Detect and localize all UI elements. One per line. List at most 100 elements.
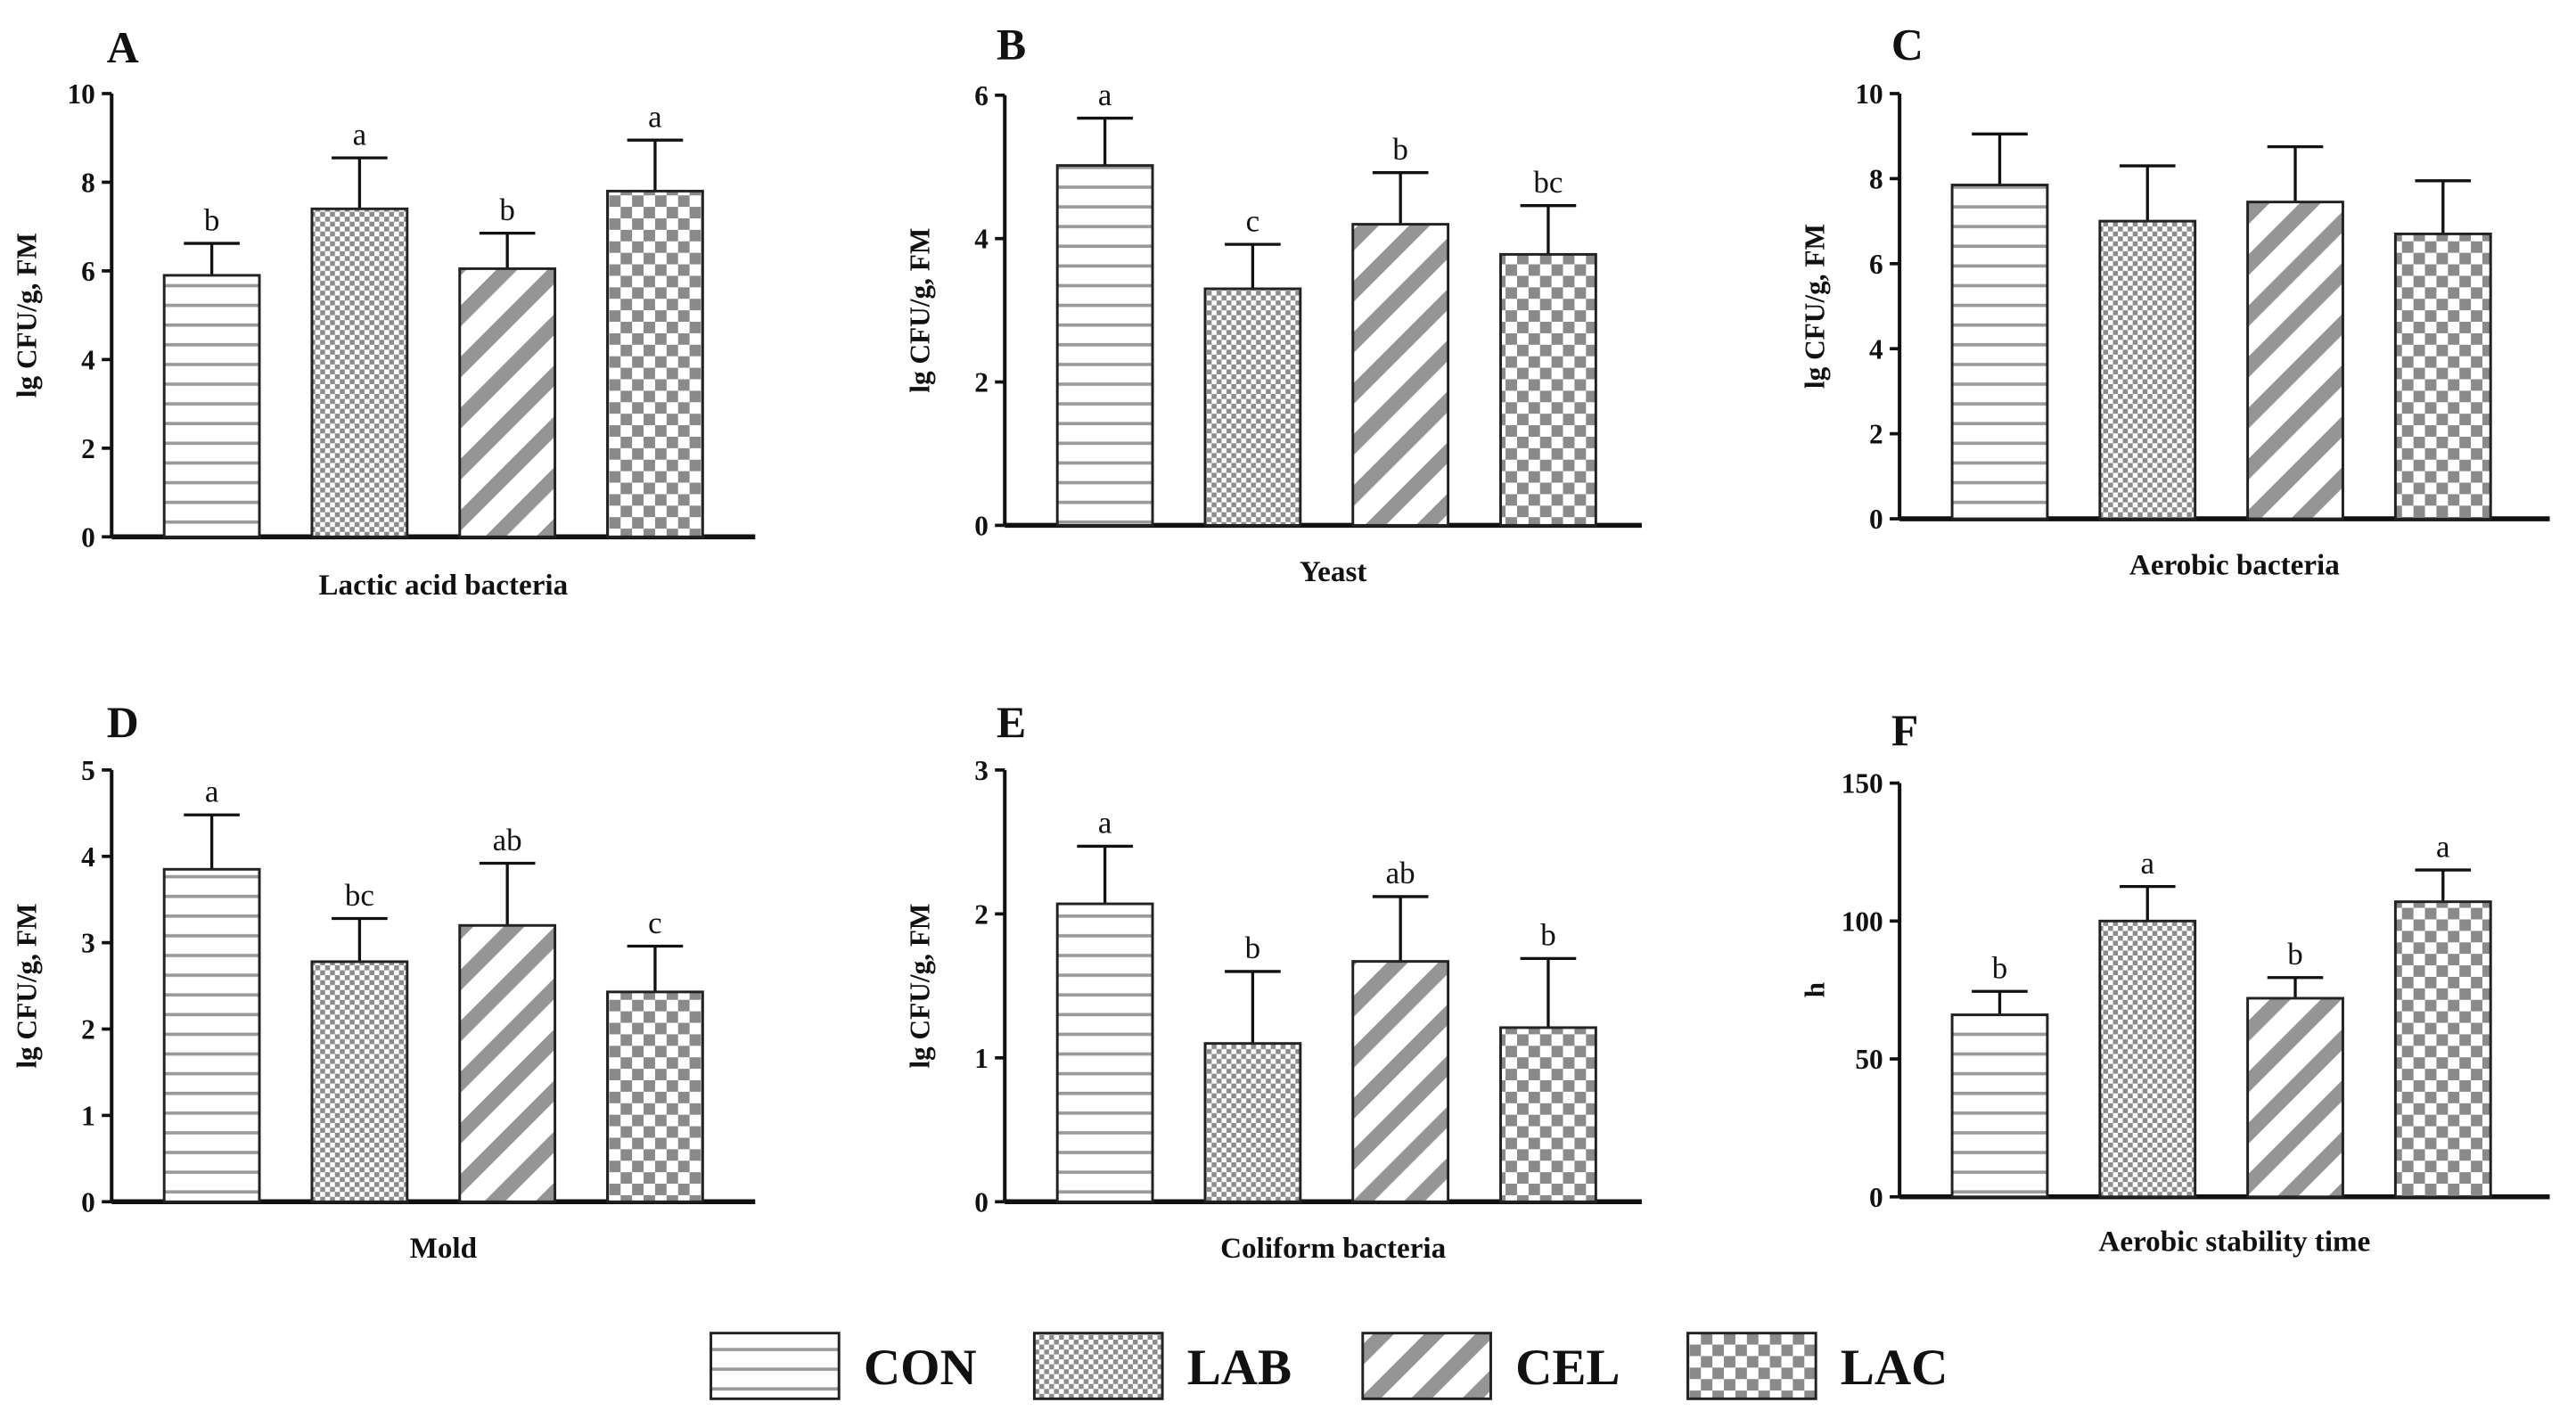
bar-lab	[2098, 919, 2197, 1199]
panel-letter: F	[1891, 706, 1918, 755]
bar-group-lac: bc	[1499, 165, 1597, 527]
y-tick-label: 1	[81, 1100, 95, 1131]
bar-con	[1055, 164, 1154, 527]
bar-group-cel: ab	[1351, 856, 1450, 1203]
y-tick-label: 10	[68, 78, 95, 110]
bar-lac	[606, 990, 704, 1203]
bar-con	[1055, 902, 1154, 1203]
significance-letter: b	[2287, 937, 2303, 972]
significance-letter: c	[1246, 203, 1260, 238]
y-tick-label: 0	[974, 510, 989, 541]
bar-group-cel: b	[458, 193, 557, 538]
y-axis-label: h	[1799, 982, 1830, 997]
y-tick-label: 2	[974, 367, 989, 398]
bar-lab	[310, 207, 409, 538]
panel-a: A 0 2 4 6 8 10 lg CFU/g, FM Lactic acid bacteria…	[12, 23, 756, 602]
legend-label: CEL	[1515, 1340, 1620, 1396]
legend: CON LAB CEL LAC	[710, 1332, 1948, 1400]
x-axis-label: Coliform bacteria	[1220, 1232, 1446, 1265]
bar-cel	[458, 923, 557, 1203]
bar-group-cel: ab	[458, 823, 557, 1203]
bar-cel	[1351, 960, 1450, 1203]
bar-group-lab: bc	[310, 878, 409, 1203]
bar-lac	[2393, 900, 2492, 1199]
x-axis-label: Aerobic bacteria	[2129, 549, 2340, 582]
significance-letter: a	[353, 117, 367, 152]
x-axis-label: Mold	[410, 1232, 478, 1265]
bar-lab	[2098, 219, 2197, 521]
bar-group-con	[1950, 132, 2049, 521]
y-tick-label: 5	[81, 755, 95, 786]
bar-group-lac: c	[606, 906, 704, 1203]
y-tick-label: 0	[81, 521, 95, 553]
significance-letter: a	[205, 775, 219, 809]
panel-letter: E	[997, 698, 1026, 747]
y-tick-label: 10	[1855, 78, 1883, 110]
y-tick-label: 4	[974, 224, 989, 255]
significance-letter: b	[1540, 918, 1556, 953]
y-tick-label: 2	[81, 433, 95, 464]
y-tick-label: 8	[81, 168, 95, 199]
y-tick-label: 4	[81, 841, 95, 873]
bar-con	[162, 274, 261, 538]
significance-letter: ab	[1386, 856, 1415, 890]
bar-group-con: a	[1055, 78, 1154, 527]
y-tick-label: 2	[1869, 419, 1883, 450]
significance-letter: a	[2140, 846, 2154, 881]
legend-label: LAB	[1187, 1340, 1292, 1396]
y-tick-label: 150	[1842, 768, 1883, 800]
significance-letter: a	[648, 99, 662, 134]
x-axis-label: Yeast	[1300, 555, 1366, 588]
bar-con	[1950, 1013, 2049, 1199]
panel-f: F 0 50 100 150 h Aerobic stability time b a b a	[1799, 706, 2550, 1259]
panel-letter: B	[997, 20, 1026, 69]
legend-swatch	[1686, 1332, 1817, 1400]
y-tick-label: 4	[1869, 333, 1883, 365]
significance-letter: b	[1992, 951, 2008, 986]
x-axis-label: Aerobic stability time	[2098, 1226, 2370, 1259]
bar-group-cel	[2246, 144, 2344, 521]
significance-letter: b	[1392, 132, 1408, 167]
legend-swatch	[710, 1332, 841, 1400]
bar-group-lab: a	[310, 117, 409, 538]
bar-cel	[2246, 201, 2344, 521]
panel-c: C 0 2 4 6 8 10 lg CFU/g, FM Aerobic bacteria	[1799, 20, 2550, 582]
y-tick-label: 0	[1869, 1182, 1883, 1213]
y-tick-label: 3	[974, 755, 989, 786]
y-tick-label: 100	[1842, 906, 1883, 937]
bar-group-cel: b	[2246, 937, 2344, 1199]
bar-lac	[1499, 1026, 1597, 1203]
y-tick-label: 4	[81, 344, 95, 375]
bar-lac	[1499, 252, 1597, 527]
y-axis-label: lg CFU/g, FM	[905, 228, 936, 393]
legend-label: CON	[864, 1340, 977, 1396]
y-axis-label: lg CFU/g, FM	[12, 233, 43, 398]
bar-group-lac: a	[2393, 829, 2492, 1199]
significance-letter: bc	[1533, 165, 1563, 200]
legend-item-cel: CEL	[1361, 1332, 1620, 1400]
y-tick-label: 6	[974, 80, 989, 111]
bar-group-lac	[2393, 179, 2492, 521]
y-tick-label: 2	[974, 898, 989, 930]
y-tick-label: 8	[1869, 163, 1883, 194]
legend-swatch	[1032, 1332, 1164, 1400]
significance-letter: a	[1098, 78, 1112, 112]
bar-group-con: a	[162, 775, 261, 1203]
bar-group-lab	[2098, 164, 2197, 521]
bar-lab	[310, 960, 409, 1203]
legend-item-lab: LAB	[1032, 1332, 1292, 1400]
bar-lab	[1203, 1042, 1302, 1203]
significance-letter: b	[499, 193, 515, 227]
y-tick-label: 1	[974, 1043, 989, 1074]
y-tick-label: 0	[1869, 504, 1883, 535]
panel-letter: C	[1891, 20, 1924, 69]
bar-group-cel: b	[1351, 132, 1450, 527]
y-tick-label: 0	[974, 1186, 989, 1218]
significance-letter: b	[204, 202, 220, 237]
significance-letter: bc	[345, 878, 374, 913]
bar-con	[162, 867, 261, 1203]
bar-cel	[458, 267, 557, 538]
